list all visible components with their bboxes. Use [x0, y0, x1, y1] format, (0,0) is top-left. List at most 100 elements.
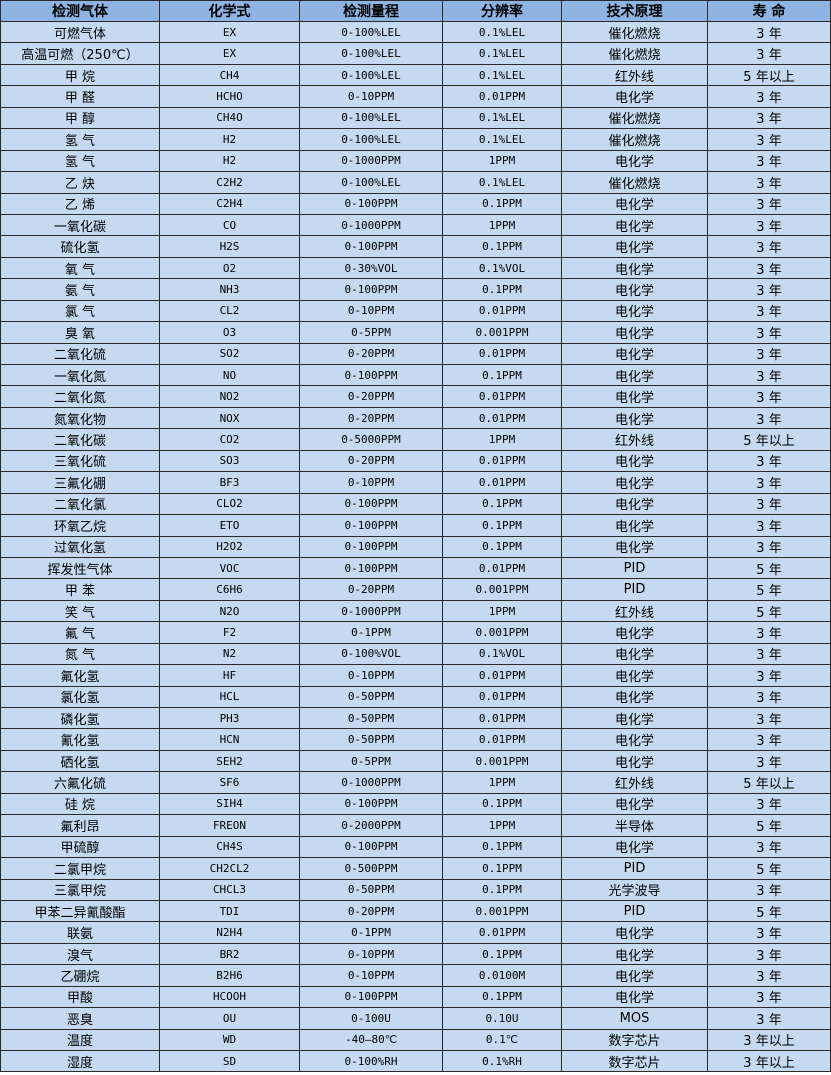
cell-resolution: 0.001PPM — [442, 578, 562, 601]
column-header-formula: 化学式 — [159, 0, 300, 22]
cell-gas-name: 甲酸 — [0, 985, 160, 1009]
cell-gas-name: 甲硫醇 — [0, 835, 160, 859]
cell-formula: C2H4 — [159, 192, 300, 215]
cell-range: 0-100PPM — [299, 514, 443, 537]
cell-range: 0-100%LEL — [299, 42, 443, 65]
cell-lifespan: 3 年 — [707, 106, 831, 130]
column-header-principle: 技术原理 — [561, 0, 708, 22]
cell-lifespan: 5 年以上 — [707, 63, 831, 87]
cell-range: 0-100PPM — [299, 492, 443, 516]
cell-formula: O2 — [159, 256, 300, 280]
cell-gas-name: 硫化氢 — [0, 235, 160, 258]
cell-resolution: 0.1PPM — [442, 792, 562, 816]
cell-gas-name: 过氧化氢 — [0, 535, 160, 558]
cell-resolution: 0.10U — [442, 1007, 562, 1030]
cell-range: 0-5PPM — [299, 749, 443, 773]
cell-gas-name: 氟化氢 — [0, 664, 160, 687]
cell-gas-name: 一氧化氮 — [0, 363, 160, 387]
cell-range: 0-100PPM — [299, 792, 443, 816]
cell-principle: 催化燃烧 — [561, 106, 708, 130]
cell-resolution: 0.1%VOL — [442, 256, 562, 280]
table-row: 一氧化氮 NO 0-100PPM 0.1PPM 电化学 3 年 — [0, 363, 831, 387]
cell-resolution: 1PPM — [442, 149, 562, 173]
column-header-gas-name: 检测气体 — [0, 0, 160, 22]
cell-lifespan: 3 年 — [707, 749, 831, 773]
cell-lifespan: 3 年以上 — [707, 1049, 831, 1073]
cell-lifespan: 3 年 — [707, 20, 831, 44]
cell-gas-name: 乙 烯 — [0, 192, 160, 215]
cell-formula: N2H4 — [159, 921, 300, 944]
cell-resolution: 0.1%LEL — [442, 63, 562, 87]
cell-principle: 半导体 — [561, 814, 708, 837]
cell-range: 0-100%VOL — [299, 642, 443, 666]
cell-formula: SD — [159, 1049, 300, 1073]
cell-lifespan: 3 年 — [707, 471, 831, 494]
cell-lifespan: 3 年 — [707, 406, 831, 430]
cell-range: 0-5PPM — [299, 321, 443, 344]
cell-resolution: 1PPM — [442, 428, 562, 451]
cell-gas-name: 氯化氢 — [0, 685, 160, 709]
cell-gas-name: 甲 醛 — [0, 85, 160, 108]
cell-resolution: 0.01PPM — [442, 85, 562, 108]
table-row: 溴气 BR2 0-10PPM 0.1PPM 电化学 3 年 — [0, 942, 831, 966]
cell-gas-name: 磷化氢 — [0, 706, 160, 730]
cell-principle: 电化学 — [561, 749, 708, 773]
cell-lifespan: 5 年 — [707, 857, 831, 880]
cell-gas-name: 氰化氢 — [0, 728, 160, 751]
cell-gas-name: 挥发性气体 — [0, 556, 160, 580]
table-row: 一氧化碳 CO 0-1000PPM 1PPM 电化学 3 年 — [0, 213, 831, 237]
table-row: 氨 气 NH3 0-100PPM 0.1PPM 电化学 3 年 — [0, 278, 831, 301]
cell-resolution: 0.1℃ — [442, 1028, 562, 1052]
cell-formula: NO2 — [159, 385, 300, 408]
cell-gas-name: 氟 气 — [0, 621, 160, 644]
cell-formula: CH4S — [159, 835, 300, 859]
cell-principle: MOS — [561, 1007, 708, 1030]
cell-gas-name: 六氟化硫 — [0, 771, 160, 794]
cell-principle: 电化学 — [561, 492, 708, 516]
cell-resolution: 0.01PPM — [442, 706, 562, 730]
cell-principle: 电化学 — [561, 642, 708, 666]
cell-lifespan: 3 年 — [707, 449, 831, 473]
cell-gas-name: 氢 气 — [0, 149, 160, 173]
table-row: 甲苯二异氰酸酯 TDI 0-20PPM 0.001PPM PID 5 年 — [0, 899, 831, 923]
cell-lifespan: 5 年 — [707, 599, 831, 623]
cell-formula: HF — [159, 664, 300, 687]
cell-lifespan: 5 年以上 — [707, 771, 831, 794]
cell-resolution: 0.001PPM — [442, 621, 562, 644]
cell-gas-name: 氯 气 — [0, 299, 160, 323]
cell-range: 0-1PPM — [299, 621, 443, 644]
header-row: 检测气体 化学式 检测量程 分辨率 技术原理寿 命 — [0, 0, 831, 22]
cell-resolution: 0.01PPM — [442, 449, 562, 473]
cell-resolution: 0.1%VOL — [442, 642, 562, 666]
cell-resolution: 0.01PPM — [442, 664, 562, 687]
cell-lifespan: 3 年 — [707, 385, 831, 408]
cell-gas-name: 联氨 — [0, 921, 160, 944]
cell-lifespan: 3 年 — [707, 342, 831, 366]
cell-formula: SEH2 — [159, 749, 300, 773]
cell-principle: 电化学 — [561, 621, 708, 644]
table-row: 挥发性气体 VOC 0-100PPM 0.01PPM PID 5 年 — [0, 556, 831, 580]
cell-lifespan: 3 年 — [707, 792, 831, 816]
cell-formula: N2 — [159, 642, 300, 666]
cell-gas-name: 温度 — [0, 1028, 160, 1052]
cell-formula: EX — [159, 42, 300, 65]
cell-principle: 红外线 — [561, 63, 708, 87]
table-row: 过氧化氢 H2O2 0-100PPM 0.1PPM 电化学 3 年 — [0, 535, 831, 558]
cell-range: 0-20PPM — [299, 342, 443, 366]
cell-lifespan: 3 年 — [707, 213, 831, 237]
cell-principle: 电化学 — [561, 342, 708, 366]
cell-lifespan: 3 年 — [707, 235, 831, 258]
cell-range: 0-100%LEL — [299, 63, 443, 87]
table-row: 磷化氢 PH3 0-50PPM 0.01PPM 电化学 3 年 — [0, 706, 831, 730]
cell-lifespan: 3 年 — [707, 706, 831, 730]
cell-resolution: 0.001PPM — [442, 749, 562, 773]
cell-formula: PH3 — [159, 706, 300, 730]
cell-gas-name: 二氧化氮 — [0, 385, 160, 408]
cell-range: 0-5000PPM — [299, 428, 443, 451]
cell-range: 0-100%LEL — [299, 171, 443, 194]
cell-formula: CH4 — [159, 63, 300, 87]
cell-lifespan: 5 年 — [707, 899, 831, 923]
cell-gas-name: 甲苯二异氰酸酯 — [0, 899, 160, 923]
cell-lifespan: 3 年 — [707, 192, 831, 215]
cell-gas-name: 二氧化碳 — [0, 428, 160, 451]
